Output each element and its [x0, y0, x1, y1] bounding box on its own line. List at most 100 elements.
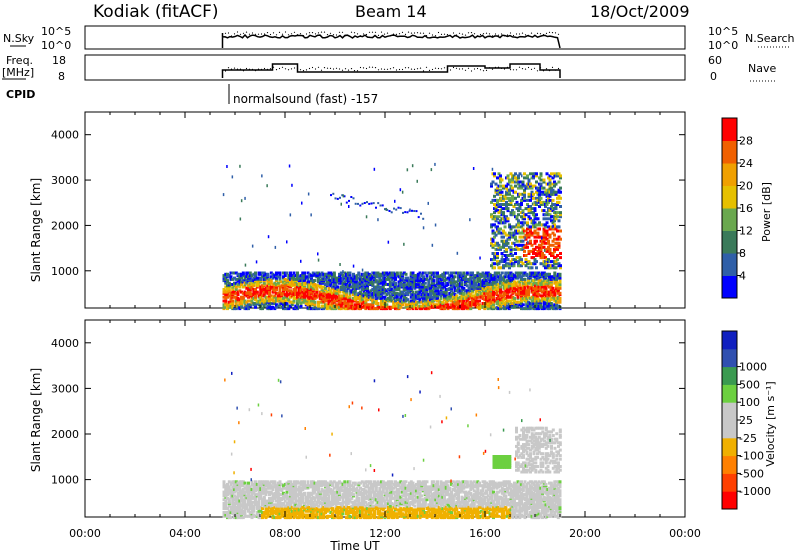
- freq-line: [223, 64, 561, 78]
- power-cell: [436, 272, 439, 275]
- nave-point: [252, 69, 253, 70]
- power-cell: [293, 300, 296, 303]
- power-cell: [434, 163, 436, 166]
- power-cell: [529, 172, 532, 175]
- nave-point: [330, 68, 331, 69]
- power-cell: [546, 221, 549, 224]
- power-cell: [459, 272, 462, 275]
- nave-point: [432, 69, 433, 70]
- nsearch-point: [555, 32, 556, 33]
- nsearch-point: [516, 33, 517, 34]
- nave-point: [345, 68, 346, 69]
- power-cell: [228, 287, 231, 290]
- power-cell: [400, 188, 402, 191]
- velocity-cell: [263, 496, 266, 499]
- colorbar-tick-label: 4: [739, 270, 746, 283]
- power-cell: [559, 230, 562, 233]
- power-cell: [495, 234, 498, 237]
- power-cell: [556, 258, 559, 261]
- nave-point: [540, 67, 541, 68]
- nsearch-point: [537, 33, 538, 34]
- power-cell: [377, 302, 380, 305]
- nave-point: [288, 69, 289, 70]
- power-cell: [400, 207, 402, 209]
- power-cell: [423, 226, 425, 229]
- power-cell: [284, 274, 287, 277]
- nave-point: [396, 69, 397, 70]
- power-cell: [528, 179, 531, 182]
- nave-point: [351, 68, 352, 69]
- nave-point: [360, 67, 361, 68]
- power-cell: [493, 266, 496, 269]
- power-cell: [513, 297, 516, 300]
- power-cell: [531, 266, 534, 269]
- power-cell: [559, 197, 562, 200]
- power-cell: [407, 211, 409, 213]
- nsearch-point: [297, 34, 298, 35]
- power-cell: [556, 254, 559, 257]
- nsearch-point: [501, 33, 502, 34]
- power-cell: [527, 241, 529, 244]
- power-cell: [499, 185, 502, 188]
- power-cell: [559, 292, 562, 295]
- power-cell: [514, 197, 517, 200]
- power-cell: [497, 272, 500, 275]
- nave-point: [333, 68, 334, 69]
- power-cell: [511, 187, 514, 190]
- power-cell: [279, 272, 282, 275]
- power-cell: [507, 207, 510, 210]
- power-cell: [514, 236, 517, 239]
- power-cell: [555, 183, 558, 186]
- power-cell: [552, 244, 555, 247]
- power-cell: [558, 242, 561, 245]
- nave-point: [543, 70, 544, 71]
- power-cell: [543, 209, 546, 212]
- nave-point: [522, 68, 523, 69]
- nave-point: [519, 67, 520, 68]
- power-cell: [502, 236, 505, 239]
- power-cell: [466, 272, 469, 275]
- power-cell: [501, 191, 504, 194]
- power-ylabel: Slant Range [km]: [29, 178, 43, 282]
- power-cell: [357, 272, 360, 275]
- nave-point: [558, 68, 559, 69]
- cpid-label: CPID: [6, 88, 35, 101]
- power-cell: [544, 249, 546, 252]
- power-colorbar-label: Power [dB]: [760, 182, 773, 242]
- nave-point: [528, 67, 529, 68]
- power-cell: [300, 305, 303, 308]
- power-cell: [535, 246, 538, 249]
- power-cell: [380, 205, 382, 207]
- nsearch-point: [279, 32, 280, 33]
- power-cell: [416, 210, 418, 212]
- power-cell: [469, 218, 471, 221]
- power-cell: [540, 183, 543, 186]
- power-cell: [492, 296, 495, 299]
- nsearch-point: [399, 33, 400, 34]
- nave-point: [423, 70, 424, 71]
- nave-point: [321, 70, 322, 71]
- power-cell: [525, 254, 528, 257]
- nsearch-point: [438, 32, 439, 33]
- nave-point: [495, 67, 496, 68]
- power-cell: [310, 213, 312, 216]
- power-cell: [266, 184, 268, 187]
- nsky-line: [223, 33, 561, 48]
- power-cell: [393, 208, 395, 210]
- power-cell: [266, 273, 269, 276]
- power-cell: [504, 225, 507, 228]
- power-cell: [526, 199, 529, 202]
- power-cell: [395, 209, 397, 211]
- power-cell: [527, 291, 530, 294]
- power-cell: [366, 215, 368, 218]
- nave-point: [417, 68, 418, 69]
- power-cell: [535, 240, 538, 243]
- nave-point: [261, 69, 262, 70]
- power-cell: [239, 165, 241, 168]
- power-cell: [333, 272, 336, 275]
- power-cell: [553, 272, 556, 275]
- power-cell: [223, 193, 225, 196]
- power-cell: [558, 225, 561, 228]
- nave-point: [426, 67, 427, 68]
- power-cell: [507, 174, 510, 177]
